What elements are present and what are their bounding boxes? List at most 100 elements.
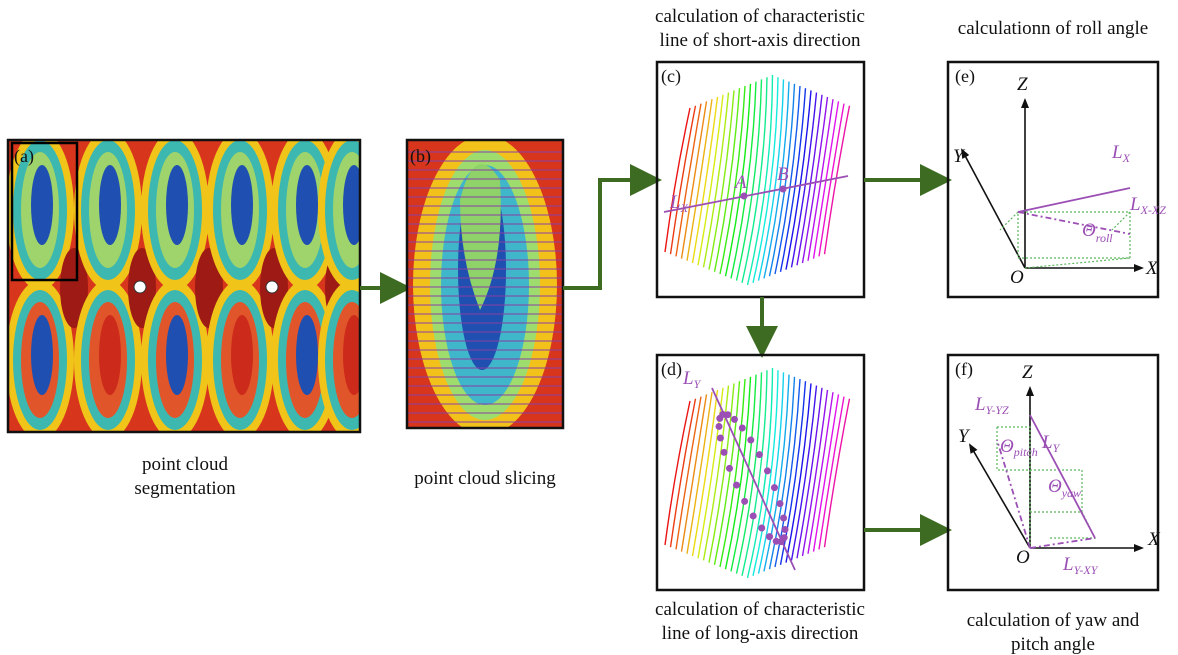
segment xyxy=(31,165,53,245)
projection-line xyxy=(1030,538,1095,548)
segment xyxy=(231,165,253,245)
fit-point xyxy=(781,526,788,533)
projection-label: LX-XZ xyxy=(1129,194,1166,217)
subscript: Y xyxy=(1053,441,1061,455)
point xyxy=(741,193,748,200)
segment xyxy=(231,315,253,395)
subscript: Y xyxy=(694,377,702,391)
characteristic-line xyxy=(1018,188,1130,212)
segment xyxy=(343,315,365,395)
segment xyxy=(99,315,121,395)
slice-curve xyxy=(698,95,723,265)
slice-curve xyxy=(786,90,811,269)
segment xyxy=(296,165,318,245)
slice-curves xyxy=(665,368,850,578)
symbol: L xyxy=(1129,194,1141,215)
fit-point xyxy=(716,423,723,430)
fit-point xyxy=(780,514,787,521)
projection-line xyxy=(1018,212,1130,234)
segment xyxy=(296,315,318,395)
subscript: X-XZ xyxy=(1140,203,1167,217)
projection-label: LY-YZ xyxy=(974,394,1009,417)
segmentation-image xyxy=(6,130,386,440)
panel-label: (a) xyxy=(14,146,34,167)
caption: point cloud xyxy=(142,454,229,475)
marker xyxy=(266,281,278,293)
subscript: pitch xyxy=(1013,445,1038,459)
fit-point xyxy=(731,416,738,423)
fit-point xyxy=(756,451,763,458)
symbol: Θ xyxy=(1000,436,1014,457)
symbol: L xyxy=(974,394,986,415)
symbol: L xyxy=(669,192,681,213)
subscript: yaw xyxy=(1061,486,1081,500)
title: calculation of characteristic xyxy=(655,6,865,27)
segment xyxy=(99,165,121,245)
caption: point cloud slicing xyxy=(414,468,556,489)
panel-frame xyxy=(948,62,1158,297)
slice-curve xyxy=(792,386,817,561)
axis-label: X xyxy=(1147,529,1161,550)
subscript: X xyxy=(680,201,689,215)
slice-curves xyxy=(665,75,850,285)
figure: (a) point cloud segmentation (b) point c… xyxy=(0,0,1178,655)
fit-point xyxy=(717,435,724,442)
arrow xyxy=(563,180,650,288)
fit-point xyxy=(726,465,733,472)
line-label: LY xyxy=(682,368,702,391)
fit-point xyxy=(747,437,754,444)
symbol: L xyxy=(1111,142,1123,163)
slice-curve xyxy=(786,383,811,562)
symbol: L xyxy=(1041,432,1053,453)
subscript: roll xyxy=(1096,231,1114,245)
fit-point xyxy=(721,449,728,456)
axis-label: Y xyxy=(958,426,971,447)
segment xyxy=(343,165,365,245)
angle-label: Θpitch xyxy=(1000,436,1038,459)
panel-label: (d) xyxy=(661,359,682,380)
characteristic-line xyxy=(1030,415,1095,538)
caption: line of long-axis direction xyxy=(662,623,859,644)
line-label: LX xyxy=(1111,142,1131,165)
title: calculationn of roll angle xyxy=(958,18,1148,39)
caption: segmentation xyxy=(134,478,236,499)
point-label: A xyxy=(733,172,747,193)
axis-label: Z xyxy=(1017,74,1028,95)
slice-curve xyxy=(693,97,718,263)
fit-point xyxy=(758,525,765,532)
segment xyxy=(166,315,188,395)
fit-point xyxy=(766,533,773,540)
title: line of short-axis direction xyxy=(659,30,861,51)
axis xyxy=(970,445,1030,548)
axis-label: O xyxy=(1010,267,1024,288)
fit-point xyxy=(733,482,740,489)
axis xyxy=(962,150,1025,268)
segment xyxy=(166,165,188,245)
slice-curve xyxy=(693,390,718,556)
subscript: Y-XY xyxy=(1074,563,1099,577)
caption: pitch angle xyxy=(1011,634,1095,655)
point-label: B xyxy=(777,164,789,185)
panel-label: (e) xyxy=(955,66,975,87)
slice-curve xyxy=(687,99,712,261)
slice-curve xyxy=(819,397,844,550)
subscript: X xyxy=(1122,151,1131,165)
marker xyxy=(134,281,146,293)
panel-frame xyxy=(948,355,1158,590)
axis-label: X xyxy=(1145,258,1159,279)
axis-label: O xyxy=(1016,547,1030,568)
slice-curve xyxy=(814,394,839,551)
symbol: Θ xyxy=(1048,476,1062,497)
point xyxy=(780,186,787,193)
caption: calculation of yaw and xyxy=(967,610,1140,631)
slice-curve xyxy=(808,392,833,554)
slice-curve xyxy=(792,93,817,268)
symbol: L xyxy=(1062,554,1074,575)
axis-label: Y xyxy=(953,146,966,167)
symbol: Θ xyxy=(1082,220,1096,241)
fit-point xyxy=(750,512,757,519)
fit-point xyxy=(724,411,731,418)
axis-label: Z xyxy=(1022,362,1033,383)
projection-label: LY-XY xyxy=(1062,554,1099,577)
fit-point xyxy=(764,467,771,474)
